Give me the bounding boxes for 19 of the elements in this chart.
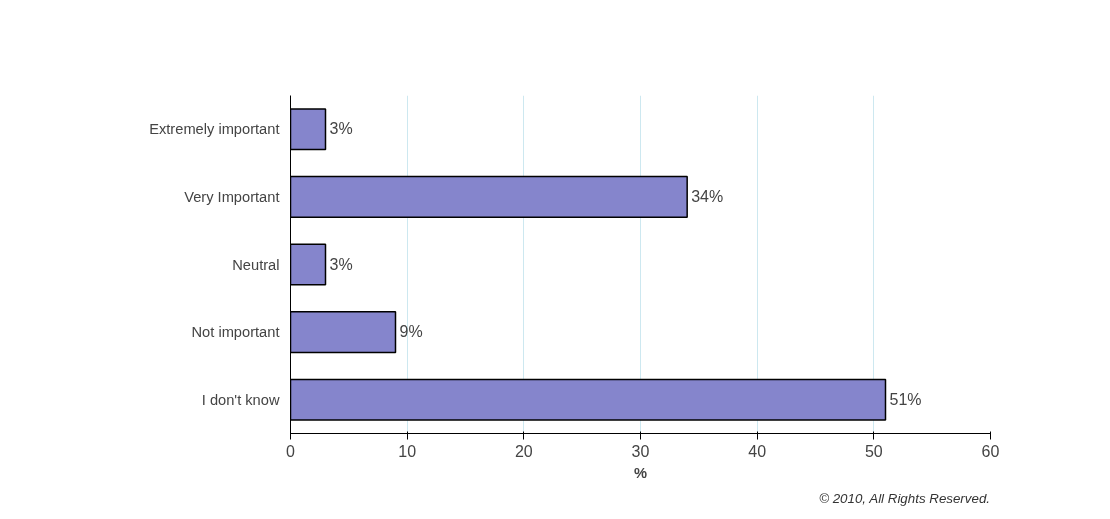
data-label: 3% [329, 120, 353, 138]
x-tick-label: 10 [398, 442, 417, 460]
y-tick-label: Very Important [184, 188, 280, 205]
x-tick-label: 20 [514, 442, 533, 460]
y-tick-label: Not important [191, 324, 280, 341]
y-tick-label: Extremely important [149, 121, 280, 138]
data-label: 3% [329, 255, 353, 273]
x-tick-label: 50 [864, 442, 883, 460]
x-tick-label: 60 [981, 442, 1000, 460]
data-label: 9% [399, 323, 423, 341]
x-tick-label: 30 [631, 442, 650, 460]
y-tick-label: I don't know [201, 391, 280, 408]
data-label: 34% [691, 187, 724, 205]
x-axis-title: % [633, 464, 648, 481]
text: © 2010, All Rights Reserved. [819, 490, 991, 506]
x-tick-label: 40 [748, 442, 767, 460]
data-label: 51% [889, 390, 922, 408]
y-tick-label: Neutral [232, 256, 280, 273]
x-tick-label: 0 [286, 442, 296, 460]
